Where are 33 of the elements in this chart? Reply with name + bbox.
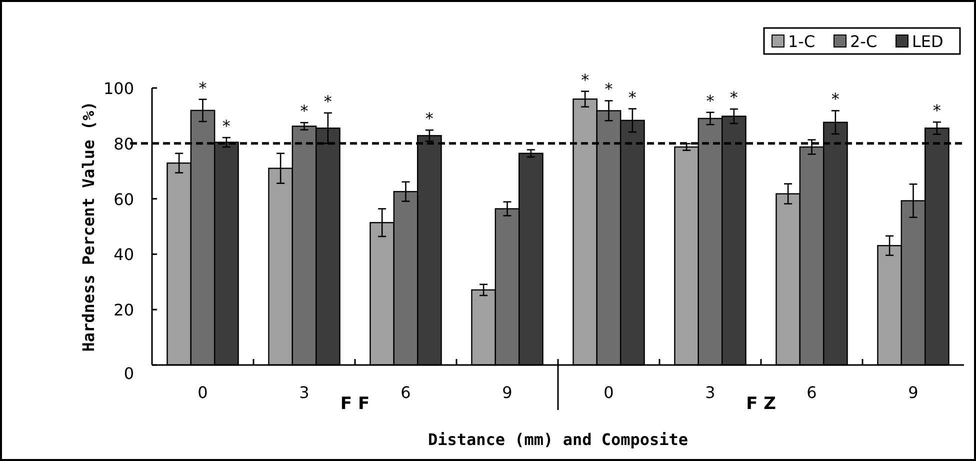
x-tick-label: 0 (604, 383, 614, 402)
y-tick-label: 0 (124, 364, 134, 383)
data-label: * (730, 88, 738, 108)
x-tick-label: 9 (502, 383, 512, 402)
y-tick-label: 60 (114, 190, 134, 209)
x-tick-label: 9 (908, 383, 918, 402)
data-label: * (425, 109, 434, 128)
y-tick-label: 80 (114, 134, 134, 154)
text: F Z (746, 394, 776, 414)
x-tick-label: 6 (400, 383, 411, 402)
legend-label: 1-C (788, 32, 816, 51)
data-label: * (324, 92, 332, 111)
data-label: * (581, 70, 590, 90)
data-label: * (222, 116, 230, 136)
x-axis-title: Distance (mm) and Composite (428, 430, 688, 449)
y-tick-label: 40 (114, 245, 134, 264)
legend-label: 2-C (850, 32, 878, 51)
y-axis-title: Hardness Percent Value (%) (79, 101, 98, 352)
x-tick-label: 3 (299, 383, 310, 402)
data-label: * (932, 101, 941, 120)
y-tick-label: 100 (103, 79, 134, 98)
legend-label: LED (912, 32, 944, 51)
data-label: * (604, 80, 613, 99)
x-tick-label: 3 (705, 383, 716, 402)
data-label: * (300, 102, 308, 121)
data-label: * (706, 91, 714, 110)
text: F F (340, 394, 370, 414)
data-label: * (198, 78, 207, 98)
data-label: * (628, 88, 636, 107)
x-tick-label: 6 (806, 383, 817, 402)
x-tick-label: 0 (198, 383, 208, 402)
data-label: * (831, 90, 840, 109)
y-tick-label: 20 (114, 300, 134, 320)
